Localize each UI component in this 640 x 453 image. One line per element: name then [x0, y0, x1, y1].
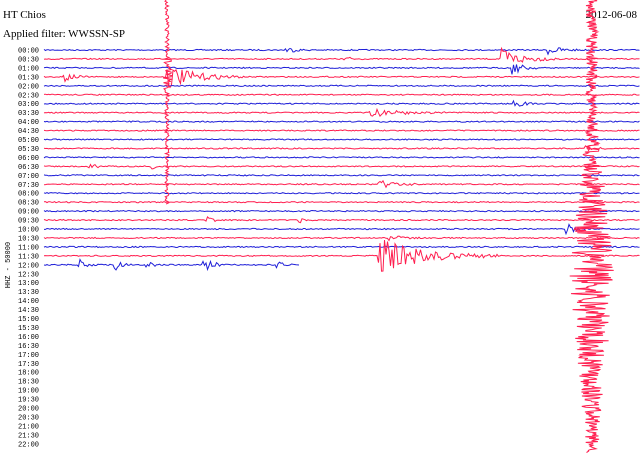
time-label: 18:30: [18, 379, 39, 387]
traces: [43, 0, 640, 272]
time-label: 08:30: [18, 200, 39, 208]
filter-label: Applied filter: WWSSN-SP: [3, 28, 125, 40]
time-label: 09:30: [18, 218, 39, 226]
trace-line: [43, 200, 640, 204]
time-label: 04:30: [18, 128, 39, 136]
time-label: 06:30: [18, 164, 39, 172]
time-label: 22:00: [18, 441, 39, 449]
time-label: 21:30: [18, 432, 39, 440]
time-label: 00:00: [18, 48, 39, 56]
time-label: 09:00: [18, 209, 39, 217]
station-title: HT Chios: [3, 9, 46, 21]
time-label: 17:00: [18, 352, 39, 360]
time-label: 08:00: [18, 191, 39, 199]
trace-line: [44, 223, 640, 236]
time-label: 07:00: [18, 173, 39, 181]
trace-line: [43, 99, 640, 107]
time-label: 18:00: [18, 370, 39, 378]
time-label: 21:00: [18, 423, 39, 431]
time-label: 13:30: [18, 289, 39, 297]
trace-line: [43, 47, 640, 56]
quake-wave: [569, 0, 614, 453]
trace-line: [43, 245, 640, 249]
time-label: 19:30: [18, 397, 39, 405]
time-label: 02:30: [18, 92, 39, 100]
time-label: 20:30: [18, 414, 39, 422]
trace-line: [43, 235, 640, 242]
time-label: 10:00: [18, 227, 39, 235]
time-label: 12:30: [18, 271, 39, 279]
time-label: 05:30: [18, 146, 39, 154]
time-label: 03:00: [18, 101, 39, 109]
trace-line: [43, 191, 640, 195]
trace-line: [43, 69, 640, 89]
time-label: 20:00: [18, 406, 39, 414]
time-label: 17:30: [18, 361, 39, 369]
trace-line: [43, 64, 640, 75]
time-label: 13:00: [18, 280, 39, 288]
trace-line: [43, 240, 640, 272]
time-label: 06:00: [18, 155, 39, 163]
time-label: 19:00: [18, 388, 39, 396]
time-label: 10:30: [18, 235, 39, 243]
time-label: 11:00: [18, 244, 39, 252]
channel-label: HHZ - 50000: [5, 242, 13, 288]
time-label: 01:00: [18, 65, 39, 73]
trace-line: [43, 138, 640, 141]
time-label: 05:00: [18, 137, 39, 145]
date-label: 2012-06-08: [586, 9, 638, 21]
trace-line: [43, 46, 640, 63]
time-label: 03:30: [18, 110, 39, 118]
trace-line: [43, 258, 300, 272]
time-label: 11:30: [18, 253, 39, 261]
trace-line: [43, 163, 640, 170]
time-label: 01:30: [18, 74, 39, 82]
trace-line: [43, 156, 640, 159]
time-label: 12:00: [18, 262, 39, 270]
trace-line: [43, 93, 640, 96]
trace-line: [43, 129, 640, 132]
time-label: 14:30: [18, 307, 39, 315]
quake-trace: [569, 0, 614, 453]
trace-line: [43, 209, 640, 213]
time-label: 16:00: [18, 334, 39, 342]
time-label: 14:00: [18, 298, 39, 306]
trace-line: [43, 107, 640, 117]
trace-line: [43, 174, 640, 177]
spike: [163, 0, 174, 205]
trace-line: [43, 145, 640, 152]
trace-line: [43, 216, 640, 224]
time-label: 07:30: [18, 182, 39, 190]
time-label: 02:00: [18, 83, 39, 91]
time-label: 04:00: [18, 119, 39, 127]
time-label: 15:00: [18, 316, 39, 324]
time-label: 16:30: [18, 343, 39, 351]
time-label: 00:30: [18, 56, 39, 64]
time-label: 15:30: [18, 325, 39, 333]
trace-line: [43, 120, 640, 123]
trace-line: [43, 179, 640, 189]
time-labels: 00:0000:3001:0001:3002:0002:3003:0003:30…: [18, 48, 39, 450]
trace-line: [43, 84, 640, 87]
header-bg: [0, 0, 160, 40]
